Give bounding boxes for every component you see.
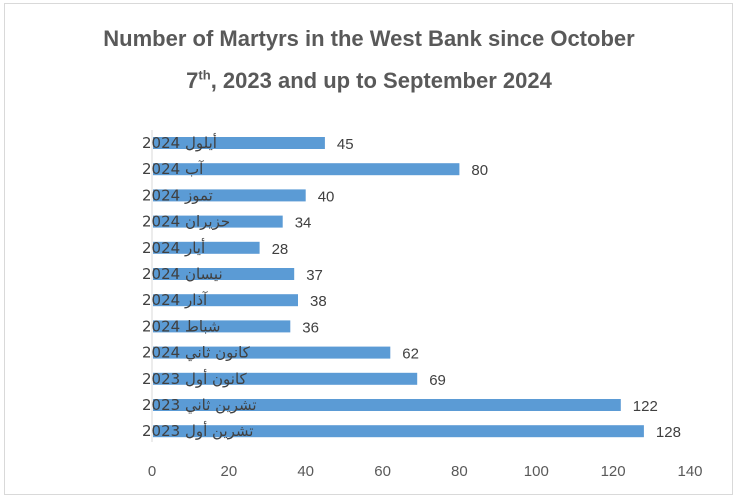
bar — [153, 189, 306, 202]
category-label: نيسان 2024 — [142, 265, 223, 283]
chart-title-line-1: Number of Martyrs in the West Bank since… — [103, 26, 635, 51]
x-tick-label: 140 — [677, 463, 702, 480]
category-label: حزيران 2024 — [142, 213, 230, 231]
category-label: شباط 2024 — [142, 317, 221, 335]
bar — [153, 163, 460, 176]
bar — [153, 215, 283, 228]
bar — [153, 399, 621, 411]
category-label: كانون أول 2023 — [142, 369, 248, 388]
data-label: 62 — [402, 346, 419, 363]
chart-title-line-2: 7th, 2023 and up to September 2024 — [0, 68, 738, 94]
category-label: كانون ثاني 2024 — [142, 344, 251, 363]
data-label: 80 — [471, 162, 488, 179]
data-label: 34 — [295, 215, 312, 232]
x-tick-label: 60 — [374, 463, 391, 480]
x-tick-label: 120 — [601, 463, 626, 480]
x-tick-label: 20 — [221, 463, 238, 480]
title-line-2-rest: , 2023 and up to September 2024 — [210, 68, 552, 93]
category-label: تموز 2024 — [142, 186, 213, 204]
data-label: 122 — [633, 398, 658, 415]
bar — [153, 268, 295, 280]
x-tick-label: 100 — [524, 463, 549, 480]
data-label: 38 — [310, 293, 327, 310]
category-label: تشرين ثاني 2023 — [142, 396, 257, 415]
data-label: 28 — [272, 241, 289, 258]
category-label: أيلول 2024 — [142, 133, 217, 152]
x-tick-label: 0 — [148, 463, 156, 480]
data-label: 45 — [337, 136, 354, 153]
category-label: آب 2024 — [142, 160, 204, 178]
data-label: 128 — [656, 424, 681, 441]
bar — [153, 372, 418, 385]
bar — [153, 294, 298, 307]
data-label: 37 — [306, 267, 323, 284]
bar — [153, 137, 325, 149]
bar — [153, 320, 291, 333]
x-tick-label: 40 — [297, 463, 314, 480]
data-label: 40 — [318, 188, 335, 205]
data-label: 69 — [429, 372, 446, 389]
bar — [153, 346, 391, 359]
bar — [153, 241, 260, 254]
category-label: آذار 2024 — [142, 291, 208, 309]
category-label: تشرين أول 2023 — [142, 421, 253, 440]
bar — [153, 425, 644, 438]
category-label: أيار 2024 — [142, 238, 205, 257]
title-ordinal-number: 7 — [186, 68, 199, 93]
x-tick-label: 80 — [451, 463, 468, 480]
title-ordinal-suffix: th — [198, 67, 211, 83]
chart-frame — [4, 3, 733, 495]
data-label: 36 — [302, 319, 319, 336]
